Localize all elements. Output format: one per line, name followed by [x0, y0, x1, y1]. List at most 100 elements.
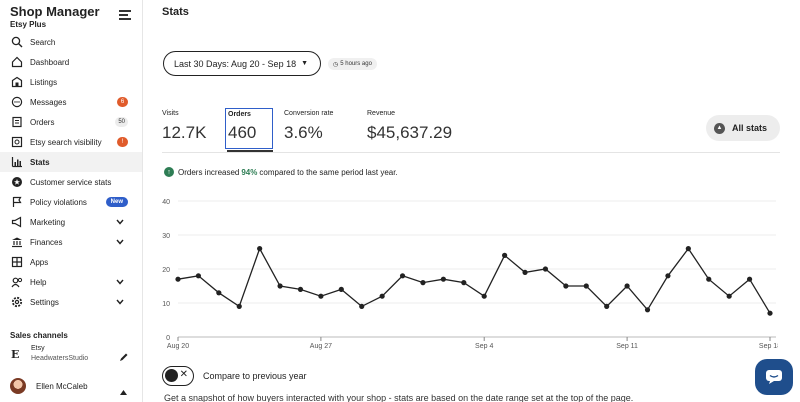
bank-icon: [11, 236, 23, 248]
data-point[interactable]: [318, 293, 324, 299]
stat-label: Revenue: [367, 110, 396, 117]
help-icon: [11, 276, 23, 288]
etsy-logo-icon: E: [11, 348, 20, 361]
data-point[interactable]: [195, 273, 202, 279]
data-point[interactable]: [216, 290, 222, 296]
orders-increase-note: ↑ Orders increased 94% compared to the s…: [164, 167, 398, 177]
chevron-down-icon[interactable]: [116, 218, 124, 227]
data-point[interactable]: [277, 283, 283, 289]
data-point[interactable]: [685, 246, 691, 252]
data-point[interactable]: [542, 266, 549, 272]
data-point[interactable]: [522, 269, 528, 275]
stat-revenue[interactable]: Revenue $45,637.29: [367, 110, 452, 143]
sidebar-item-policy-violations[interactable]: Policy violations New: [0, 192, 142, 212]
caret-down-icon: ▼: [301, 60, 309, 67]
data-point[interactable]: [502, 252, 508, 258]
sidebar-item-label: Listings: [30, 77, 58, 87]
sales-channels-label: Sales channels: [10, 331, 68, 340]
data-point[interactable]: [175, 276, 181, 282]
sidebar-item-label: Dashboard: [30, 57, 70, 67]
stat-visits[interactable]: Visits 12.7K: [162, 110, 206, 143]
data-point[interactable]: [706, 276, 712, 282]
data-point[interactable]: [604, 303, 610, 309]
sidebar-item-listings[interactable]: Listings: [0, 72, 142, 92]
arrow-up-icon: ↑: [164, 167, 174, 177]
chevron-down-icon[interactable]: [116, 298, 124, 307]
data-point[interactable]: [297, 286, 304, 292]
y-tick-label: 0: [166, 335, 170, 342]
data-point[interactable]: [563, 283, 569, 289]
date-range-dropdown[interactable]: Last 30 Days: Aug 20 - Sep 18 ▼: [163, 51, 321, 76]
sidebar-item-label: Etsy search visibility: [30, 137, 102, 147]
chat-button[interactable]: [755, 359, 793, 395]
sidebar-item-label: Orders: [30, 117, 55, 127]
data-point[interactable]: [236, 303, 242, 309]
new-badge: New: [105, 197, 128, 207]
data-point[interactable]: [359, 303, 365, 309]
sidebar-item-customer-service[interactable]: Customer service stats: [0, 172, 142, 192]
apps-icon: [11, 256, 23, 268]
toggle-knob: [165, 369, 178, 382]
stats-icon: [11, 156, 23, 168]
data-point[interactable]: [440, 276, 446, 282]
data-point[interactable]: [481, 293, 487, 299]
sidebar-item-label: Search: [30, 37, 56, 47]
y-tick-label: 20: [162, 267, 170, 274]
stat-value: 12.7K: [162, 123, 207, 142]
sales-channel-etsy[interactable]: E Etsy HeadwatersStudio: [10, 345, 135, 367]
data-point[interactable]: [420, 280, 426, 286]
sidebar-item-orders[interactable]: Orders 50: [0, 112, 142, 132]
data-point[interactable]: [644, 307, 651, 313]
data-point[interactable]: [257, 246, 263, 252]
avatar: [10, 378, 26, 394]
data-point[interactable]: [624, 283, 630, 289]
sidebar-item-apps[interactable]: Apps: [0, 252, 142, 272]
sidebar-item-dashboard[interactable]: Dashboard: [0, 52, 142, 72]
close-icon: ✕: [179, 369, 188, 380]
data-point[interactable]: [746, 276, 753, 282]
stat-conversion-rate[interactable]: Conversion rate 3.6%: [284, 110, 333, 143]
all-stats-button[interactable]: ▲ All stats: [706, 115, 780, 141]
stat-orders[interactable]: Orders 460: [225, 108, 273, 149]
updated-badge: ◷ 5 hours ago: [328, 58, 377, 70]
plan-label: Etsy Plus: [10, 20, 47, 29]
data-point[interactable]: [583, 283, 589, 289]
data-point[interactable]: [379, 293, 385, 299]
sidebar-nav: Search Dashboard Listings Messages 6 Ord…: [0, 32, 142, 312]
chevron-down-icon[interactable]: [116, 238, 124, 247]
sidebar-item-label: Settings: [30, 297, 59, 307]
data-point[interactable]: [338, 286, 344, 292]
flag-icon: [11, 196, 23, 208]
sidebar-item-search[interactable]: Search: [0, 32, 142, 52]
increase-percent: 94%: [241, 167, 258, 177]
x-tick-label: Aug 27: [310, 343, 332, 350]
sidebar-item-label: Apps: [30, 257, 49, 267]
search-icon: [11, 36, 23, 48]
data-point[interactable]: [461, 280, 467, 286]
data-point[interactable]: [726, 293, 732, 299]
user-menu[interactable]: Ellen McCaleb: [10, 377, 135, 395]
data-point[interactable]: [399, 273, 406, 279]
visibility-alert-badge: !: [117, 137, 128, 147]
all-stats-label: All stats: [732, 123, 768, 133]
divider: [162, 152, 780, 153]
chevron-down-icon[interactable]: [116, 278, 124, 287]
sidebar-item-help[interactable]: Help: [0, 272, 142, 292]
menu-icon[interactable]: [119, 10, 131, 20]
sidebar-item-stats[interactable]: Stats: [0, 152, 142, 172]
page-title: Stats: [162, 6, 189, 18]
compare-toggle[interactable]: ✕: [162, 366, 194, 386]
sidebar-item-search-visibility[interactable]: Etsy search visibility !: [0, 132, 142, 152]
sidebar-item-marketing[interactable]: Marketing: [0, 212, 142, 232]
increase-prefix: Orders increased: [178, 167, 240, 177]
sidebar-item-messages[interactable]: Messages 6: [0, 92, 142, 112]
x-tick-label: Sep 11: [616, 343, 638, 350]
pencil-icon[interactable]: [119, 349, 129, 367]
chat-icon: [766, 370, 782, 384]
data-point[interactable]: [767, 310, 773, 316]
sidebar-item-settings[interactable]: Settings: [0, 292, 142, 312]
data-point[interactable]: [665, 273, 671, 279]
sidebar-item-label: Messages: [30, 97, 67, 107]
sidebar-item-finances[interactable]: Finances: [0, 232, 142, 252]
